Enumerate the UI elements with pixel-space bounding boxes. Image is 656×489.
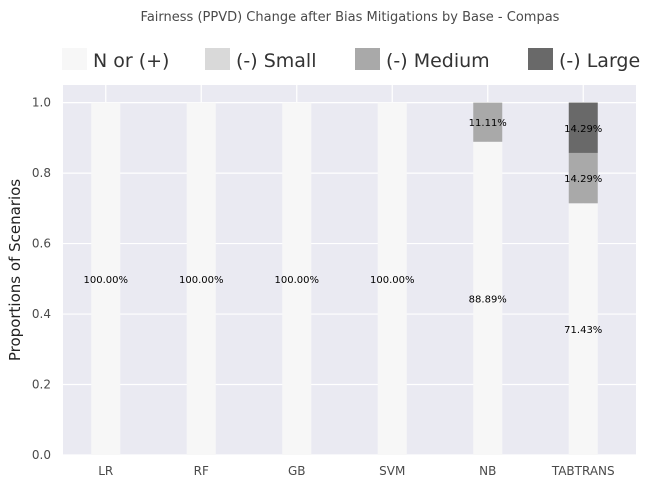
data-label: 100.00% xyxy=(275,275,320,286)
legend-swatch xyxy=(528,48,553,70)
y-tick-label: 0.6 xyxy=(32,237,51,251)
legend-label: (-) Large xyxy=(559,50,640,72)
x-tick-label: SVM xyxy=(379,464,405,478)
legend: N or (+) (-) Small (-) Medium (-) Large xyxy=(62,48,640,72)
data-label: 14.29% xyxy=(564,124,602,135)
y-axis: 0.0 0.2 0.4 0.6 0.8 1.0 xyxy=(32,96,51,462)
legend-label: N or (+) xyxy=(93,50,169,72)
legend-swatch xyxy=(355,48,380,70)
bar-segment xyxy=(91,102,121,455)
data-label: 100.00% xyxy=(370,275,415,286)
y-tick-label: 0.0 xyxy=(32,448,51,462)
y-tick-label: 0.8 xyxy=(32,166,51,180)
y-tick-label: 0.4 xyxy=(32,307,51,321)
plot-area xyxy=(63,85,636,455)
bar-segment xyxy=(186,102,216,455)
x-tick-label: NB xyxy=(479,464,496,478)
data-label: 14.29% xyxy=(564,174,602,185)
x-tick-label: TABTRANS xyxy=(551,464,615,478)
x-tick-label: RF xyxy=(194,464,209,478)
data-label: 71.43% xyxy=(564,325,602,336)
bar-segment xyxy=(282,102,312,455)
x-tick-label: LR xyxy=(98,464,113,478)
x-tick-label: GB xyxy=(288,464,306,478)
bar-segment xyxy=(568,102,598,153)
bar-segment xyxy=(568,152,598,204)
bar-segment xyxy=(473,141,503,456)
data-label: 88.89% xyxy=(469,294,507,305)
bar-segment xyxy=(473,102,503,142)
y-tick-label: 0.2 xyxy=(32,378,51,392)
bars xyxy=(91,102,598,456)
bar-segment xyxy=(568,203,598,455)
legend-label: (-) Medium xyxy=(386,50,490,72)
legend-label: (-) Small xyxy=(236,50,317,72)
data-label: 100.00% xyxy=(84,275,129,286)
legend-swatch xyxy=(205,48,230,70)
chart-title: Fairness (PPVD) Change after Bias Mitiga… xyxy=(141,10,560,25)
y-tick-label: 1.0 xyxy=(32,96,51,110)
y-axis-label: Proportions of Scenarios xyxy=(6,179,24,361)
data-label: 100.00% xyxy=(179,275,224,286)
x-axis: LR RF GB SVM NB TABTRANS xyxy=(98,464,614,478)
bar-segment xyxy=(377,102,407,455)
data-label: 11.11% xyxy=(469,118,507,129)
data-labels: 100.00% 100.00% 100.00% 100.00% 88.89% 11.11%… xyxy=(84,118,603,336)
legend-swatch xyxy=(62,48,87,70)
